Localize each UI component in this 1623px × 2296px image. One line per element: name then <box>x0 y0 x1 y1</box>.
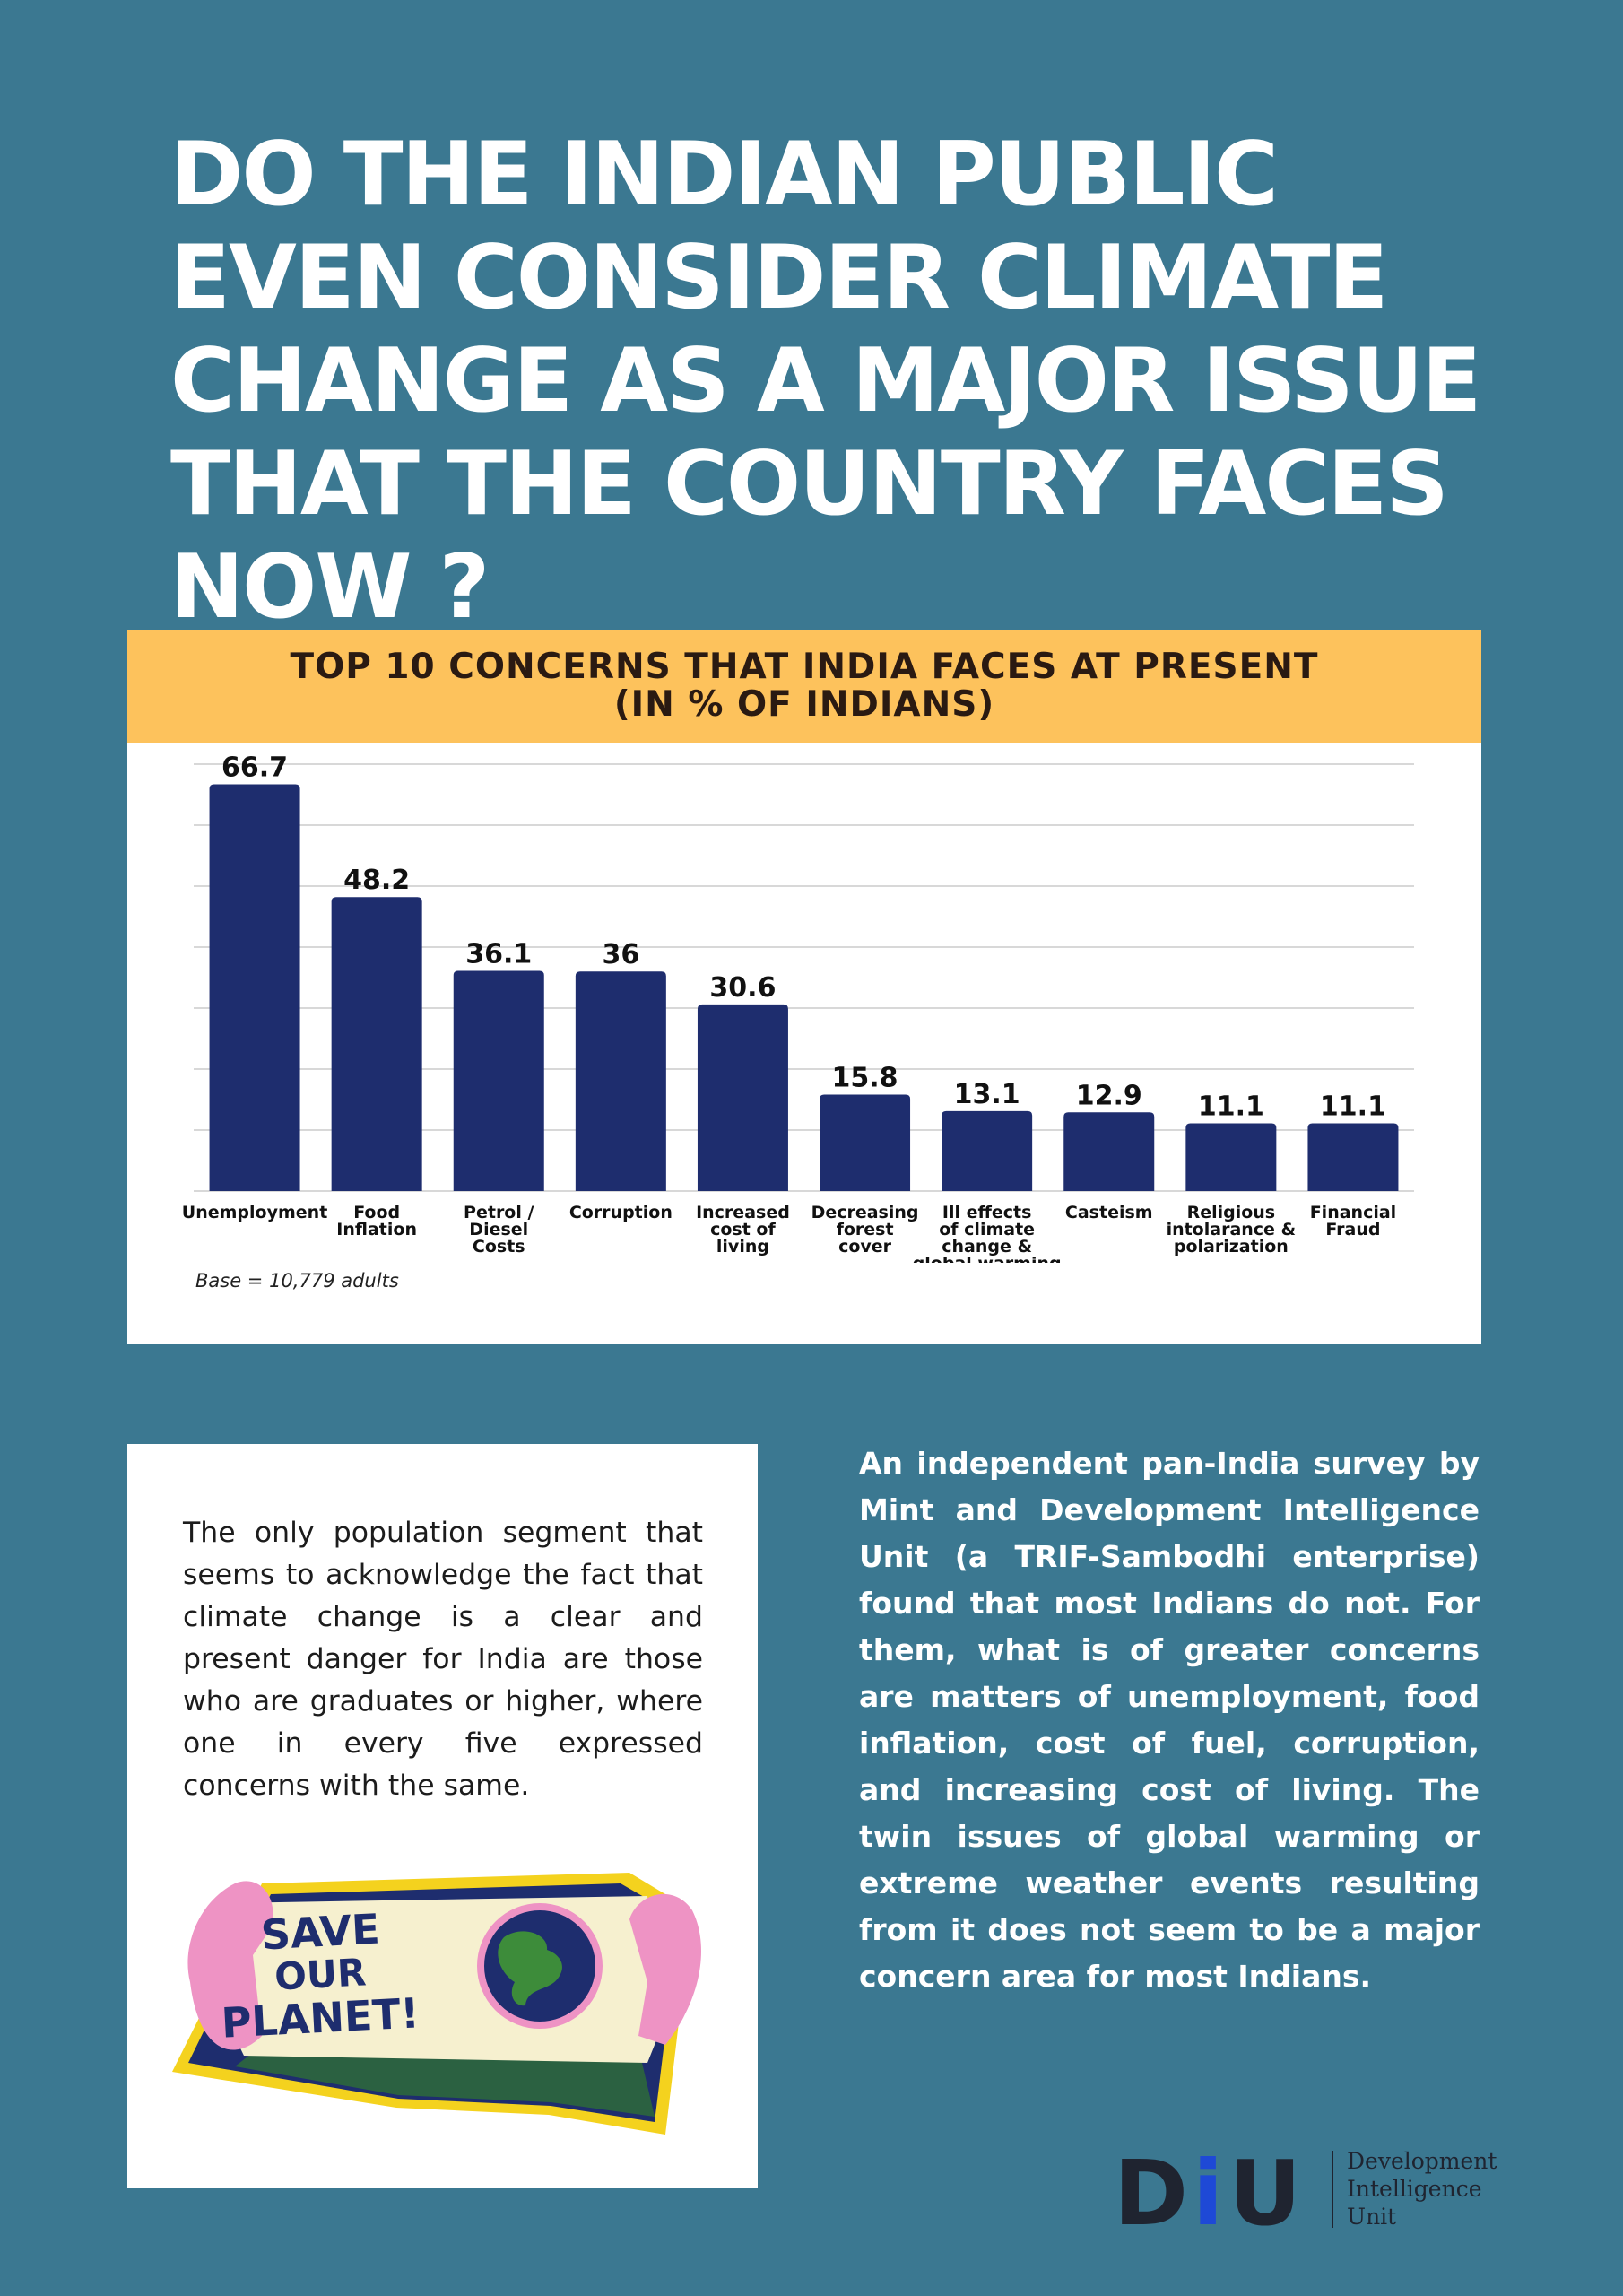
bar-chart: 66.7 Unemployment 48.2 Food Inflation 36.1 Pet… <box>182 752 1414 1263</box>
chart-subtitle: (IN % OF INDIANS) <box>613 684 995 725</box>
category-label: Religious intolarance & polarization <box>1167 1203 1297 1257</box>
logo-wordmark: Development Intelligence Unit <box>1347 2147 1497 2231</box>
data-label: 11.1 <box>1320 1091 1386 1123</box>
logo-line-1: Development <box>1347 2148 1497 2174</box>
category-label-line: Financial <box>1310 1203 1396 1222</box>
insight-paragraph: The only population segment that seems t… <box>183 1517 703 1802</box>
logo-letter-d: D <box>1114 2147 1188 2233</box>
category-label: Unemployment <box>182 1203 327 1222</box>
insight-card: The only population segment that seems t… <box>127 1444 758 2188</box>
survey-summary-paragraph: An independent pan-India survey by Mint … <box>859 1446 1480 1994</box>
bar <box>697 1004 788 1191</box>
bar <box>575 971 666 1191</box>
bar <box>453 970 544 1191</box>
category-label-line: Corruption <box>569 1203 673 1222</box>
category-label: Financial Fraud <box>1310 1203 1396 1239</box>
diu-logo-mark: D i U <box>1114 2147 1301 2233</box>
data-label: 15.8 <box>832 1063 898 1094</box>
bar <box>1185 1123 1277 1191</box>
data-label: 30.6 <box>709 972 776 1004</box>
data-label: 13.1 <box>954 1079 1020 1110</box>
category-label-line: Fraud <box>1325 1220 1380 1239</box>
data-label: 48.2 <box>343 865 410 896</box>
save-our-planet-sticker: SAVE OUR PLANET! <box>172 1873 701 2135</box>
bar <box>942 1110 1033 1191</box>
chart-title: TOP 10 CONCERNS THAT INDIA FACES AT PRES… <box>290 647 1319 687</box>
category-label-line: Petrol / <box>464 1203 534 1222</box>
category-label-line: global warming <box>913 1254 1062 1263</box>
data-label: 12.9 <box>1076 1080 1142 1111</box>
bar <box>1307 1123 1399 1191</box>
category-label: Food Inflation <box>336 1203 417 1239</box>
category-label-line: Decreasing <box>812 1203 919 1222</box>
logo-letter-u: U <box>1228 2147 1301 2233</box>
category-label-line: Costs <box>473 1237 525 1257</box>
category-label-line: Diesel <box>469 1220 528 1239</box>
chart-card: TOP 10 CONCERNS THAT INDIA FACES AT PRES… <box>127 630 1481 1344</box>
category-label-line: polarization <box>1174 1237 1289 1257</box>
data-label: 66.7 <box>221 752 288 783</box>
category-label-line: intolarance & <box>1167 1220 1297 1239</box>
category-label: Corruption <box>569 1203 673 1222</box>
category-label-line: forest <box>837 1220 894 1239</box>
earth-land <box>498 1931 562 2006</box>
category-label: Petrol / Diesel Costs <box>464 1203 534 1257</box>
bar <box>209 784 300 1191</box>
right-hand-icon <box>629 1893 701 2045</box>
category-label: Casteism <box>1065 1203 1153 1222</box>
logo-letter-i: i <box>1193 2147 1223 2233</box>
category-label-line: change & <box>942 1237 1032 1257</box>
category-label-line: Unemployment <box>182 1203 327 1222</box>
logo-divider <box>1332 2151 1333 2228</box>
category-label-line: Ill effects <box>942 1203 1032 1222</box>
category-label-line: Food <box>353 1203 400 1222</box>
logo-line-2: Intelligence <box>1347 2176 1482 2202</box>
chart-title-band: TOP 10 CONCERNS THAT INDIA FACES AT PRES… <box>127 630 1481 743</box>
data-label: 11.1 <box>1198 1091 1264 1123</box>
left-hand-icon <box>187 1881 273 2050</box>
sticker-line-2: OUR <box>273 1950 368 1998</box>
bar <box>1063 1112 1155 1191</box>
category-label: Decreasing forest cover <box>812 1203 919 1257</box>
category-label-line: of climate <box>939 1220 1035 1239</box>
category-label-line: Increased <box>696 1203 790 1222</box>
logo-line-3: Unit <box>1347 2204 1397 2230</box>
category-label-line: cost of <box>710 1220 776 1239</box>
page-headline: DO THE INDIAN PUBLIC EVEN CONSIDER CLIMA… <box>170 124 1481 639</box>
bar <box>331 897 422 1191</box>
category-label-line: cover <box>838 1237 892 1257</box>
sticker-line-1: SAVE <box>260 1905 381 1960</box>
diu-logo: D i U Development Intelligence Unit <box>1112 2147 1497 2233</box>
category-label-line: Inflation <box>336 1220 417 1239</box>
data-label: 36 <box>602 939 639 970</box>
base-note: Base = 10,779 adults <box>195 1270 399 1292</box>
category-label-line: Casteism <box>1065 1203 1153 1222</box>
category-label-line: Religious <box>1187 1203 1276 1222</box>
data-label: 36.1 <box>465 939 532 970</box>
category-label: Increased cost of living <box>696 1203 790 1257</box>
category-label-line: living <box>716 1237 769 1257</box>
bar <box>820 1094 911 1191</box>
sticker-line-3: PLANET! <box>220 1988 420 2047</box>
